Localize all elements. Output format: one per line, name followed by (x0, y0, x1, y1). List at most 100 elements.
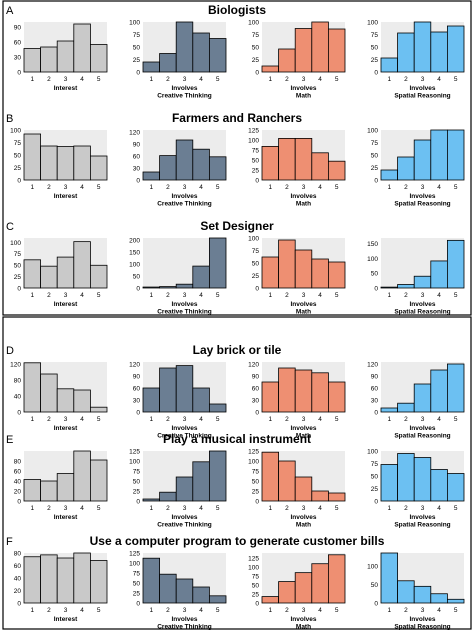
bar (56, 40, 75, 73)
x-tick-label: 4 (318, 505, 322, 512)
bar (56, 557, 75, 604)
x-tick-label: 2 (404, 416, 408, 423)
x-tick-label: 5 (335, 76, 339, 83)
x-axis-label: Interest (54, 301, 78, 308)
y-tick-label: 40 (14, 478, 22, 485)
y-tick-label: 100 (10, 240, 21, 247)
x-tick-label: 4 (80, 607, 84, 614)
y-tick-label: 50 (14, 263, 22, 270)
bar (192, 32, 210, 73)
bar (192, 148, 210, 181)
y-tick-label: 0 (17, 600, 21, 607)
x-tick-label: 4 (437, 184, 441, 191)
x-axis-label: Spatial Reasoning (394, 433, 450, 440)
y-tick-label: 25 (252, 57, 260, 64)
bar (278, 48, 296, 73)
bar (159, 491, 177, 502)
x-tick-label: 5 (97, 184, 101, 191)
bar (142, 557, 161, 604)
x-axis-label: Involves (290, 514, 316, 521)
x-tick-label: 1 (149, 184, 153, 191)
y-tick-label: 50 (252, 157, 260, 164)
bar (311, 258, 329, 289)
y-tick-label: 120 (10, 361, 21, 368)
x-tick-label: 3 (183, 505, 187, 512)
bar (294, 28, 313, 73)
y-tick-label: 50 (371, 152, 379, 159)
y-tick-label: 0 (374, 409, 378, 416)
x-tick-label: 5 (454, 76, 458, 83)
bar (142, 61, 161, 73)
bar (192, 265, 210, 289)
y-tick-label: 75 (252, 147, 260, 154)
bar (380, 407, 399, 413)
bar (397, 284, 415, 289)
x-axis-label: Spatial Reasoning (394, 522, 450, 529)
y-tick-label: 100 (367, 448, 378, 455)
y-tick-label: 25 (133, 488, 141, 495)
bar (73, 552, 91, 604)
x-tick-label: 3 (183, 292, 187, 299)
x-axis-label: Involves (290, 85, 316, 92)
y-tick-label: 25 (252, 591, 260, 598)
section-frame (2, 316, 472, 630)
x-tick-label: 5 (335, 607, 339, 614)
bar (380, 464, 399, 502)
y-tick-label: 25 (133, 57, 141, 64)
y-tick-label: 75 (133, 468, 141, 475)
x-tick-label: 5 (97, 76, 101, 83)
bar (90, 560, 108, 604)
y-tick-label: 75 (252, 574, 260, 581)
y-tick-label: 50 (252, 478, 260, 485)
x-tick-label: 2 (47, 505, 51, 512)
x-tick-label: 5 (216, 416, 220, 423)
y-tick-label: 125 (248, 127, 259, 134)
x-axis-label: Involves (171, 514, 197, 521)
panel-title: Lay brick or tile (193, 343, 282, 357)
y-tick-label: 0 (255, 285, 259, 292)
panel-letter: C (6, 221, 14, 233)
x-tick-label: 4 (199, 76, 203, 83)
bar (380, 286, 399, 289)
y-tick-label: 20 (14, 588, 22, 595)
y-tick-label: 0 (255, 69, 259, 76)
y-tick-label: 150 (367, 241, 378, 248)
x-axis-label: Math (296, 309, 311, 316)
x-tick-label: 4 (318, 292, 322, 299)
bar (23, 479, 42, 502)
bar (40, 373, 58, 413)
bar (430, 31, 448, 73)
x-tick-label: 1 (387, 76, 391, 83)
y-tick-label: 90 (371, 373, 379, 380)
x-tick-label: 3 (421, 416, 425, 423)
x-tick-label: 3 (183, 184, 187, 191)
y-tick-label: 0 (255, 600, 259, 607)
y-tick-label: 100 (129, 560, 140, 567)
bar (430, 129, 448, 181)
x-tick-label: 4 (318, 76, 322, 83)
y-tick-label: 100 (367, 127, 378, 134)
bar (327, 381, 346, 413)
bar (380, 169, 399, 181)
bar (40, 265, 58, 289)
bar (208, 156, 227, 181)
x-tick-label: 1 (149, 505, 153, 512)
x-tick-label: 2 (47, 184, 51, 191)
bar (311, 21, 329, 73)
y-tick-label: 100 (248, 565, 259, 572)
x-tick-label: 1 (30, 76, 34, 83)
x-tick-label: 3 (302, 292, 306, 299)
y-tick-label: 40 (14, 393, 22, 400)
panel-title: Set Designer (200, 219, 274, 233)
bar (278, 367, 296, 413)
x-axis-label: Creative Thinking (157, 93, 212, 100)
y-tick-label: 75 (371, 32, 379, 39)
